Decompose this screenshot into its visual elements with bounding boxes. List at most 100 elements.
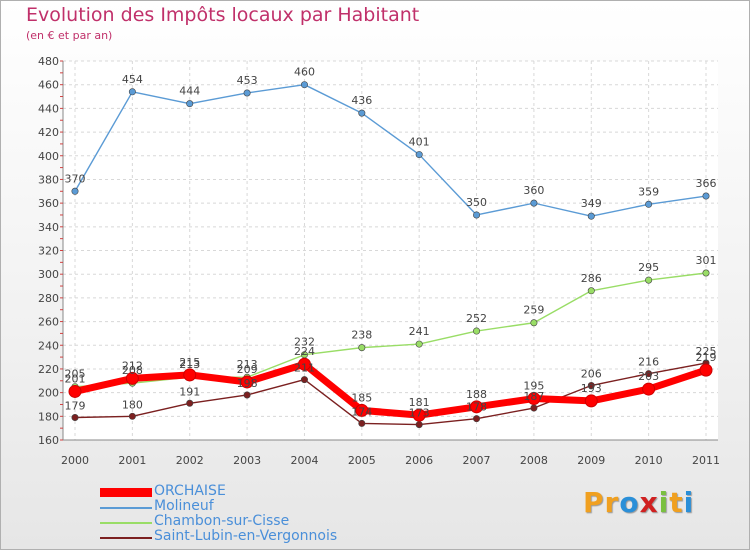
data-label: 174	[351, 405, 372, 418]
data-label: 360	[523, 184, 544, 197]
data-label: 180	[122, 398, 143, 411]
data-label: 436	[351, 94, 372, 107]
data-point	[186, 100, 194, 108]
y-tick-label: 160	[38, 434, 59, 447]
data-point	[243, 89, 251, 97]
data-point	[702, 269, 710, 277]
legend-item: ORCHAISE	[100, 483, 360, 500]
data-point	[415, 421, 423, 429]
data-label: 370	[65, 172, 86, 185]
data-label: 238	[351, 329, 372, 342]
x-tick-label: 2002	[176, 454, 204, 467]
logo-letter: o	[619, 486, 640, 519]
data-point	[128, 412, 136, 420]
data-label: 232	[294, 336, 315, 349]
data-label: 454	[122, 73, 143, 86]
x-tick-label: 2004	[290, 454, 318, 467]
x-tick-label: 2005	[348, 454, 376, 467]
y-tick-label: 300	[38, 268, 59, 281]
data-label: 359	[638, 185, 659, 198]
data-point	[645, 370, 653, 378]
x-tick-label: 2009	[577, 454, 605, 467]
data-label: 213	[237, 358, 258, 371]
y-tick-label: 360	[38, 197, 59, 210]
legend-swatch	[100, 522, 152, 524]
legend-item: Molineuf	[100, 498, 360, 515]
data-label: 453	[237, 74, 258, 87]
data-label: 241	[409, 325, 430, 338]
data-label: 187	[523, 390, 544, 403]
chart-subtitle: (en € et par an)	[26, 29, 113, 42]
series-line-3	[74, 362, 707, 426]
data-label: 181	[409, 396, 430, 409]
data-point	[186, 399, 194, 407]
data-label: 350	[466, 196, 487, 209]
data-label: 201	[65, 372, 86, 385]
x-tick-label: 2011	[692, 454, 720, 467]
data-point	[642, 382, 656, 396]
series-line-1	[74, 83, 707, 217]
data-label: 178	[466, 401, 487, 414]
data-label: 252	[466, 312, 487, 325]
legend: ORCHAISE Molineuf Chambon-sur-Cisse Saint-L…	[100, 483, 360, 545]
data-label: 460	[294, 66, 315, 79]
data-point	[530, 319, 538, 327]
data-label: 205	[65, 368, 86, 381]
data-label: 209	[237, 363, 258, 376]
data-point	[71, 413, 79, 421]
legend-label: Molineuf	[154, 498, 214, 514]
data-point	[297, 357, 311, 371]
data-label: 212	[122, 359, 143, 372]
data-point	[125, 371, 139, 385]
data-label: 444	[179, 85, 200, 98]
logo-letter: r	[604, 486, 620, 519]
data-point	[300, 81, 308, 89]
data-label: 203	[638, 370, 659, 383]
y-tick-label: 200	[38, 387, 59, 400]
y-tick-label: 460	[38, 79, 59, 92]
data-point	[415, 151, 423, 159]
y-tick-label: 320	[38, 245, 59, 258]
x-tick-label: 2006	[405, 454, 433, 467]
legend-swatch	[100, 488, 152, 497]
y-tick-label: 400	[38, 150, 59, 163]
proxiti-logo: Proxiti	[583, 486, 694, 519]
data-point	[412, 408, 426, 422]
data-label: 211	[294, 362, 315, 375]
y-tick-label: 440	[38, 102, 59, 115]
data-point	[71, 187, 79, 195]
data-point	[473, 327, 481, 335]
data-point	[527, 392, 541, 406]
data-point	[68, 384, 82, 398]
data-label: 286	[581, 272, 602, 285]
data-label: 213	[179, 358, 200, 371]
data-point	[128, 88, 136, 96]
x-tick-label: 2003	[233, 454, 261, 467]
data-label: 301	[696, 254, 717, 267]
data-label: 219	[696, 351, 717, 364]
data-label: 295	[638, 261, 659, 274]
legend-label: Saint-Lubin-en-Vergonnois	[154, 528, 338, 544]
data-point	[645, 276, 653, 284]
chart-title: Evolution des Impôts locaux par Habitant	[26, 4, 420, 26]
legend-label: Chambon-sur-Cisse	[154, 513, 290, 529]
data-label: 185	[351, 391, 372, 404]
data-point	[473, 211, 481, 219]
legend-label: ORCHAISE	[154, 483, 226, 499]
data-point	[415, 340, 423, 348]
y-tick-label: 220	[38, 363, 59, 376]
logo-letter: P	[583, 486, 605, 519]
data-point	[587, 287, 595, 295]
data-point	[587, 382, 595, 390]
legend-item: Chambon-sur-Cisse	[100, 513, 360, 530]
data-label: 208	[122, 364, 143, 377]
data-point	[300, 376, 308, 384]
data-point	[358, 419, 366, 427]
logo-letter: t	[669, 486, 684, 519]
data-label: 198	[237, 377, 258, 390]
data-label: 179	[65, 399, 86, 412]
data-label: 173	[409, 407, 430, 420]
data-label: 225	[696, 345, 717, 358]
data-label: 349	[581, 197, 602, 210]
logo-letter: i	[658, 486, 670, 519]
